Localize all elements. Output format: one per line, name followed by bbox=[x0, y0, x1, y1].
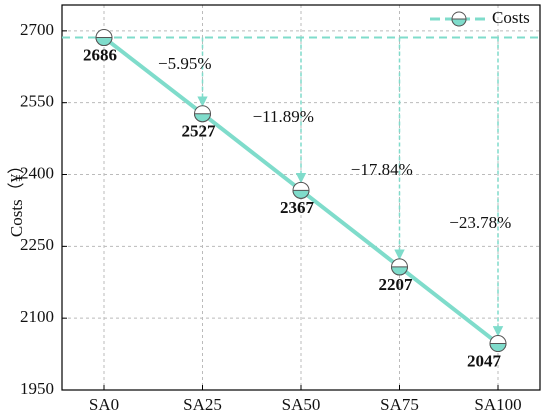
y-tick-label: 2700 bbox=[20, 20, 54, 39]
legend-marker-half bbox=[451, 18, 467, 27]
y-tick-label: 2100 bbox=[20, 307, 54, 326]
x-tick-label: SA50 bbox=[282, 395, 321, 414]
annotation: −5.95% bbox=[158, 54, 212, 73]
x-tick-label: SA75 bbox=[380, 395, 419, 414]
marker-half bbox=[390, 266, 409, 276]
marker bbox=[193, 105, 212, 123]
legend-label: Costs bbox=[492, 8, 530, 27]
marker bbox=[95, 29, 113, 47]
annotation: −17.84% bbox=[351, 160, 413, 179]
marker-half bbox=[292, 189, 310, 199]
y-tick-label: 2550 bbox=[20, 92, 54, 111]
marker bbox=[489, 335, 507, 353]
plot-frame bbox=[61, 4, 541, 391]
data-label: 2527 bbox=[182, 122, 217, 141]
x-tick-label: SA25 bbox=[183, 395, 222, 414]
marker-half bbox=[193, 113, 212, 123]
data-label: 2367 bbox=[280, 198, 315, 217]
annotation: −11.89% bbox=[253, 107, 314, 126]
y-axis-label: Costs（¥） bbox=[7, 157, 26, 237]
annotation: −23.78% bbox=[449, 213, 511, 232]
marker bbox=[390, 258, 409, 276]
data-label: 2686 bbox=[83, 45, 117, 64]
x-tick-label: SA100 bbox=[474, 395, 521, 414]
y-tick-label: 1950 bbox=[20, 379, 54, 398]
y-tick-label: 2250 bbox=[20, 235, 54, 254]
y-tick-label: 2400 bbox=[20, 163, 54, 182]
data-label: 2207 bbox=[379, 275, 414, 294]
marker bbox=[292, 181, 310, 199]
x-tick-label: SA0 bbox=[89, 395, 119, 414]
data-label: 2047 bbox=[467, 351, 502, 370]
marker-half bbox=[95, 37, 113, 46]
marker-half bbox=[489, 343, 507, 352]
